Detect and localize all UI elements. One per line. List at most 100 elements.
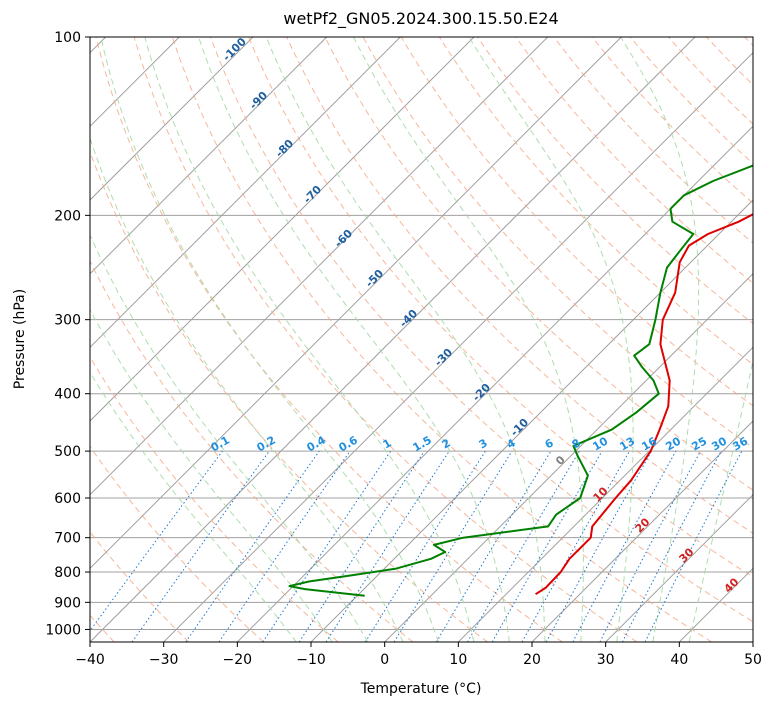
dry-adiabat-line [515,37,753,284]
dry-adiabat-label: -50 [363,267,386,290]
y-axis-label: Pressure (hPa) [12,289,28,389]
mixing-ratio-line [572,450,677,642]
dewpoint-line [288,164,753,597]
isotherm-line [531,420,753,642]
x-tick-label: 10 [449,652,467,668]
y-tick-label: 1000 [45,622,81,638]
dry-adiabat-line [90,531,190,642]
moist-adiabat-line [90,371,297,642]
x-tick-label: −10 [296,652,326,668]
dry-adiabat-label: 10 [591,484,611,504]
x-axis: −40 −30 −20 −10 0 10 20 30 40 50 [75,642,762,668]
mixing-ratio-label: 25 [689,435,709,454]
moist-adiabat-line [90,308,333,642]
isotherm-line [236,125,753,642]
plot-area [90,37,753,642]
isotherm-line [90,37,328,275]
y-tick-label: 800 [54,565,81,581]
moist-adiabat-line [353,37,584,642]
moist-adiabat-line [468,37,634,642]
mixing-ratio-line [435,450,552,642]
mixing-ratio-line [545,450,653,642]
dry-adiabat-label: -80 [273,137,296,160]
mixing-ratio-label: 2 [440,436,453,451]
dry-adiabat-line [133,37,638,642]
mixing-ratio-line [364,450,486,642]
isotherm-line [90,37,475,422]
temperature-line [535,213,753,596]
x-tick-label: 0 [380,652,389,668]
mixing-ratio-line [298,450,425,642]
x-tick-label: 30 [597,652,615,668]
y-tick-label: 600 [54,491,81,507]
dry-adiabat-line [90,356,339,642]
y-tick-label: 400 [54,387,81,403]
dry-adiabat-line [706,37,753,86]
dry-adiabat-label: -100 [220,35,249,64]
isotherm-line [163,51,753,642]
dry-adiabat-line [210,37,753,623]
y-tick-label: 900 [54,595,81,611]
dry-adiabat-line [286,37,753,534]
x-tick-label: −20 [223,652,253,668]
dry-adiabat-line [90,150,488,642]
dry-adiabat-label: -20 [470,381,493,404]
mixing-ratio-label: 6 [543,436,556,451]
line-labels: -100-90-80-70-60-50-40-30-20-10010203040… [209,35,751,596]
x-tick-label: 50 [744,652,762,668]
dry-adiabat-line [90,445,264,642]
moist-adiabat-line [100,37,439,642]
y-tick-label: 500 [54,444,81,460]
dry-adiabat-label: 30 [677,545,697,565]
mixing-ratio-line [325,450,450,642]
mixing-ratio-label: 3 [477,436,490,451]
dry-adiabat-label: -30 [432,346,455,369]
mixing-ratio-label: 20 [663,434,683,453]
mixing-ratio-label: 1 [381,436,394,451]
mixing-ratio-line [262,450,392,642]
dry-adiabat-label: -60 [332,227,355,250]
mixing-ratio-line [393,450,513,642]
moist-adiabat-line [198,37,510,642]
y-tick-label: 700 [54,531,81,547]
mixing-ratio-line [218,450,351,642]
dry-adiabat-line [171,37,712,642]
y-tick-label: 100 [54,30,81,46]
x-tick-label: −30 [149,652,179,668]
moist-adiabat-line [90,233,369,642]
mixing-ratio-label: 30 [709,434,729,453]
plot-frame [89,36,754,643]
isotherm-line [90,37,401,349]
isotherm-line [605,493,753,642]
isotherm-line [678,567,753,642]
isotherm-line [310,199,753,642]
mixing-ratio-line [185,450,320,642]
isotherm-line [90,37,622,570]
x-tick-label: −40 [75,652,105,668]
dry-adiabat-line [324,37,753,491]
mixing-ratio-line [644,450,743,642]
dry-adiabat-label: 40 [722,575,742,595]
x-axis-label: Temperature (°C) [360,681,482,697]
dry-adiabat-line [553,37,753,244]
dry-adiabat-line [744,37,753,47]
moist-adiabat-line [90,136,404,642]
dry-adiabat-label: -90 [247,89,270,112]
moist-adiabat-line [265,37,546,642]
dry-adiabat-label: -40 [397,307,420,330]
isotherm-line [90,37,254,201]
y-tick-label: 200 [54,208,81,224]
chart-title: wetPf2_GN05.2024.300.15.50.E24 [283,9,558,29]
y-axis: 100 200 300 400 500 600 700 800 900 1000 [45,30,90,638]
mixing-ratio-line [90,450,223,632]
dry-adiabat-label: -10 [508,416,531,439]
moist-adiabat-line [620,37,700,642]
isotherm-line [90,37,696,642]
mixing-ratio-line [131,450,270,642]
x-tick-label: 40 [670,652,688,668]
isotherm-line [90,37,549,496]
moist-adiabat-line [688,358,753,642]
moist-adiabat-line [144,37,475,642]
mixing-ratio-label: 8 [570,436,583,451]
